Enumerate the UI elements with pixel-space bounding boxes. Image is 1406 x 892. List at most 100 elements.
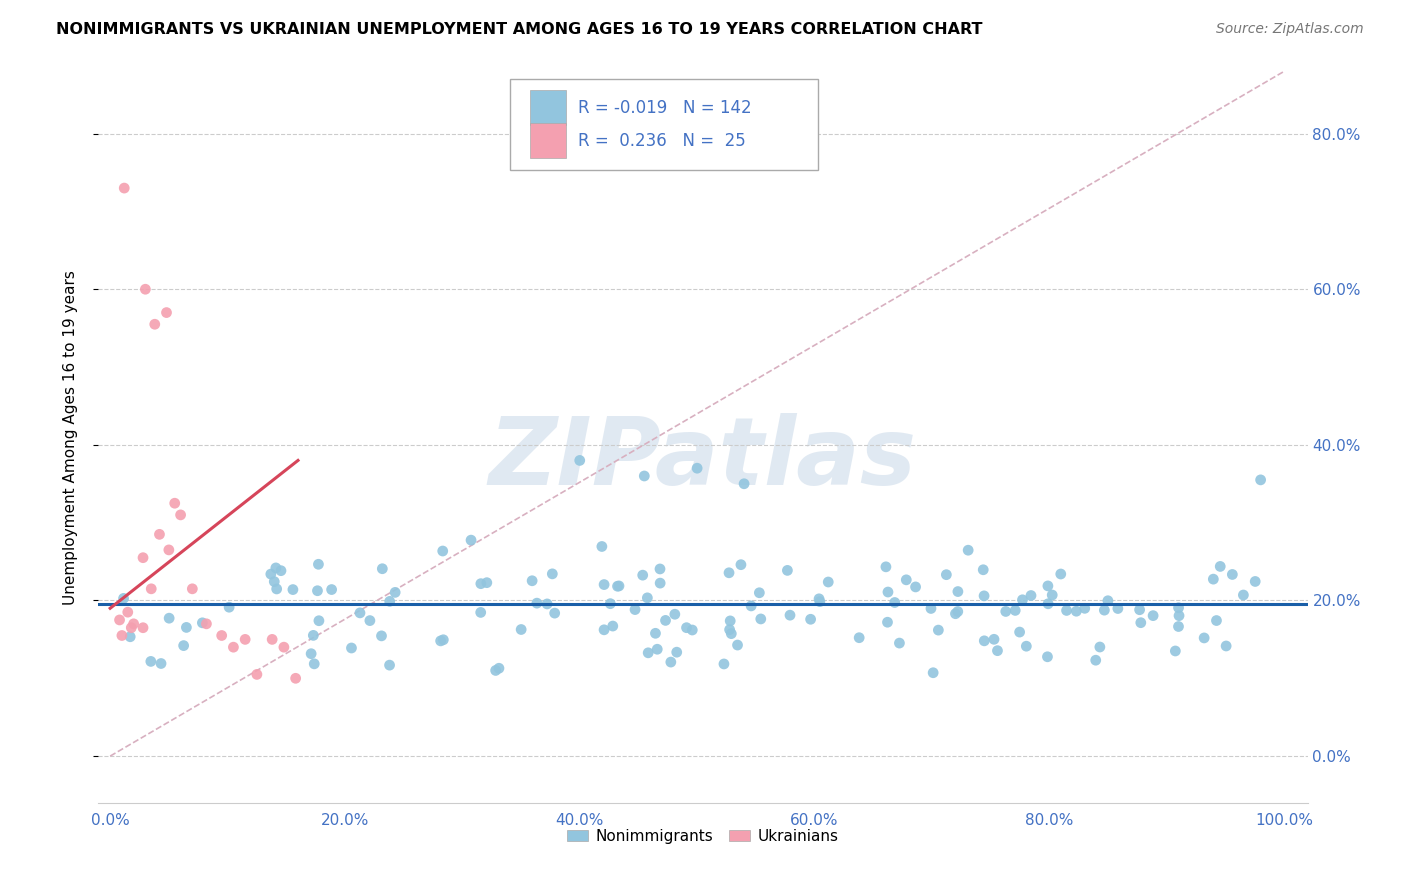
Point: [510, 623, 533, 637]
Point: [665, 645, 688, 659]
Point: [1142, 608, 1164, 623]
Point: [120, 621, 142, 635]
Point: [211, 628, 233, 642]
Point: [957, 543, 980, 558]
Point: [877, 585, 900, 599]
Point: [1004, 603, 1026, 617]
Point: [749, 612, 772, 626]
Point: [475, 575, 498, 590]
Point: [139, 654, 162, 668]
Point: [359, 614, 381, 628]
Point: [432, 632, 454, 647]
Text: Source: ZipAtlas.com: Source: ZipAtlas.com: [1216, 22, 1364, 37]
Point: [302, 628, 325, 642]
Point: [340, 640, 363, 655]
FancyBboxPatch shape: [530, 122, 567, 158]
Point: [727, 638, 749, 652]
Point: [148, 527, 170, 541]
Point: [718, 566, 741, 580]
Point: [526, 596, 548, 610]
Point: [1097, 593, 1119, 607]
Point: [664, 607, 686, 622]
Point: [972, 563, 994, 577]
Point: [173, 639, 195, 653]
Point: [1215, 639, 1237, 653]
Point: [776, 563, 799, 577]
Point: [994, 604, 1017, 618]
Point: [624, 602, 647, 616]
Point: [1015, 639, 1038, 653]
Point: [112, 181, 135, 195]
Point: [730, 558, 752, 572]
Point: [599, 597, 621, 611]
Text: ZIPatlas: ZIPatlas: [489, 413, 917, 505]
Point: [488, 661, 510, 675]
Point: [659, 655, 682, 669]
Point: [262, 632, 284, 647]
Point: [169, 508, 191, 522]
Point: [1129, 603, 1152, 617]
Point: [904, 580, 927, 594]
Point: [718, 623, 741, 637]
Point: [681, 623, 703, 637]
Point: [1036, 597, 1059, 611]
Point: [1129, 615, 1152, 630]
Point: [349, 606, 371, 620]
Point: [460, 533, 482, 548]
Point: [299, 647, 322, 661]
Point: [593, 577, 616, 591]
Point: [1164, 644, 1187, 658]
Point: [541, 566, 564, 581]
Point: [157, 611, 180, 625]
Point: [176, 620, 198, 634]
Point: [117, 605, 139, 619]
Point: [378, 594, 401, 608]
Point: [1192, 631, 1215, 645]
Point: [1209, 559, 1232, 574]
Point: [1202, 572, 1225, 586]
Point: [304, 657, 326, 671]
Point: [875, 559, 897, 574]
Point: [1107, 601, 1129, 615]
Point: [733, 476, 755, 491]
Point: [1074, 601, 1097, 615]
Point: [1019, 589, 1042, 603]
Point: [120, 630, 142, 644]
Point: [718, 614, 741, 628]
Point: [883, 595, 905, 609]
Point: [111, 628, 134, 642]
Point: [633, 469, 655, 483]
Point: [748, 586, 770, 600]
Point: [568, 453, 591, 467]
Point: [607, 579, 630, 593]
Point: [132, 621, 155, 635]
Point: [920, 601, 942, 615]
Point: [602, 619, 624, 633]
Point: [1168, 608, 1191, 623]
Y-axis label: Unemployment Among Ages 16 to 19 years: Unemployment Among Ages 16 to 19 years: [63, 269, 77, 605]
Point: [946, 605, 969, 619]
Point: [432, 544, 454, 558]
Point: [779, 608, 801, 623]
Point: [485, 664, 508, 678]
Point: [945, 607, 967, 621]
Point: [378, 658, 401, 673]
Point: [1092, 603, 1115, 617]
Point: [163, 496, 186, 510]
Point: [1036, 649, 1059, 664]
Point: [650, 576, 672, 591]
Point: [927, 623, 949, 637]
Point: [1244, 574, 1267, 589]
Point: [264, 561, 287, 575]
Point: [720, 626, 742, 640]
Point: [321, 582, 343, 597]
Point: [606, 579, 628, 593]
Point: [889, 636, 911, 650]
Point: [281, 582, 304, 597]
Point: [1088, 640, 1111, 654]
Point: [370, 629, 392, 643]
Point: [808, 594, 831, 608]
Point: [896, 573, 918, 587]
FancyBboxPatch shape: [509, 78, 818, 170]
Point: [1084, 653, 1107, 667]
